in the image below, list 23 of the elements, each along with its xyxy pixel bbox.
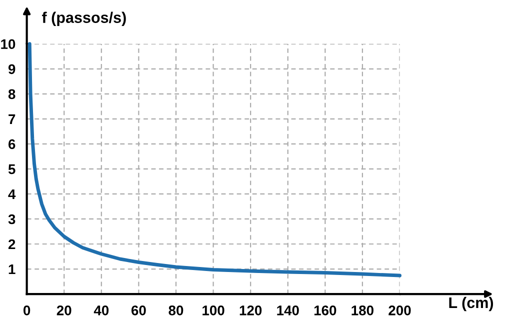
- x-tick-label: 160: [314, 306, 336, 316]
- y-tick-label: 3: [8, 214, 16, 224]
- x-tick-label: 80: [168, 306, 184, 316]
- x-axis-title: L (cm): [449, 296, 494, 312]
- x-tick-label: 60: [131, 306, 146, 316]
- y-tick-label: 8: [8, 89, 16, 100]
- x-tick-label: 0: [24, 306, 30, 316]
- y-tick-label: 1: [8, 264, 16, 274]
- x-tick-label: 40: [94, 306, 109, 316]
- x-tick-label: 100: [202, 306, 224, 316]
- y-tick-label: 7: [8, 114, 16, 124]
- x-tick-label: 140: [277, 306, 299, 316]
- y-tick-label: 4: [8, 189, 16, 200]
- x-tick-label: 200: [388, 306, 411, 316]
- x-tick-label: 180: [352, 306, 374, 316]
- y-tick-label: 2: [8, 239, 16, 250]
- y-tick-label: 6: [8, 139, 16, 150]
- y-axis-title: f (passos/s): [42, 12, 126, 26]
- y-tick-label: 10: [1, 39, 16, 50]
- y-tick-label: 5: [8, 164, 16, 174]
- x-tick-label: 20: [56, 306, 72, 316]
- x-tick-label: 120: [240, 306, 262, 316]
- y-tick-label: 9: [8, 64, 16, 74]
